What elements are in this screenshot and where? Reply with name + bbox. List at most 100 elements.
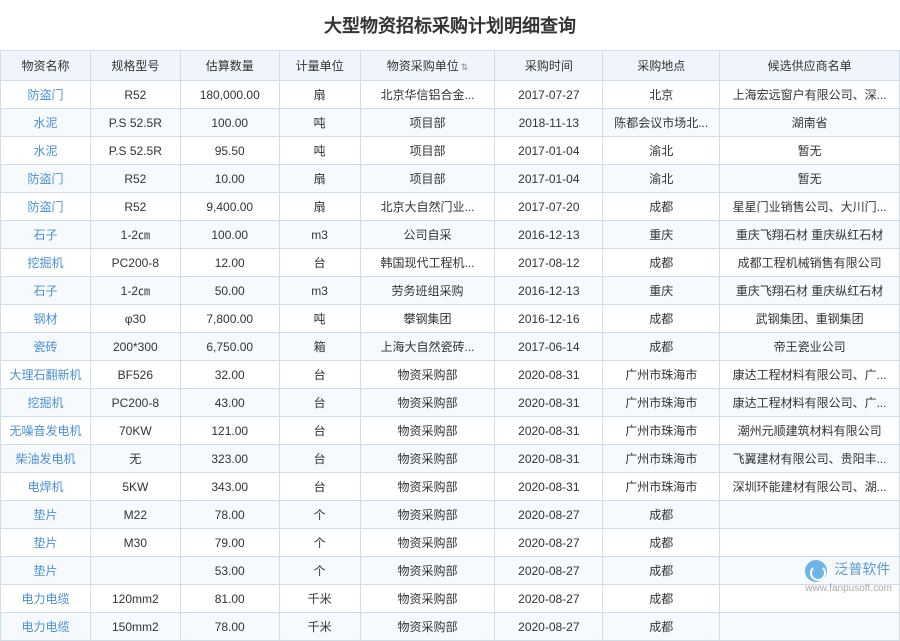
cell: 个 [279, 557, 360, 585]
cell[interactable]: 电力电缆 [1, 585, 91, 613]
cell: 广州市珠海市 [603, 445, 720, 473]
cell[interactable]: 水泥 [1, 109, 91, 137]
cell[interactable]: 柴油发电机 [1, 445, 91, 473]
cell: 2017-08-12 [495, 249, 603, 277]
cell: 120mm2 [90, 585, 180, 613]
table-row[interactable]: 石子1-2㎝50.00m3劳务班组采购2016-12-13重庆重庆飞翔石材 重庆… [1, 277, 900, 305]
col-header-2[interactable]: 估算数量 [180, 51, 279, 81]
cell: R52 [90, 81, 180, 109]
cell: 53.00 [180, 557, 279, 585]
cell: 台 [279, 361, 360, 389]
watermark-logo-icon [805, 560, 827, 582]
cell: 扇 [279, 165, 360, 193]
cell: R52 [90, 165, 180, 193]
cell[interactable]: 石子 [1, 277, 91, 305]
table-row[interactable]: 挖掘机PC200-843.00台物资采购部2020-08-31广州市珠海市康达工… [1, 389, 900, 417]
cell[interactable]: 挖掘机 [1, 249, 91, 277]
table-row[interactable]: 垫片53.00个物资采购部2020-08-27成都 [1, 557, 900, 585]
cell: 100.00 [180, 109, 279, 137]
cell: 公司自采 [360, 221, 495, 249]
cell: 台 [279, 473, 360, 501]
table-row[interactable]: 水泥P.S 52.5R95.50吨项目部2017-01-04渝北暂无 [1, 137, 900, 165]
cell: 10.00 [180, 165, 279, 193]
cell: 2017-01-04 [495, 137, 603, 165]
cell: 2020-08-27 [495, 557, 603, 585]
table-row[interactable]: 柴油发电机无323.00台物资采购部2020-08-31广州市珠海市飞翼建材有限… [1, 445, 900, 473]
table-row[interactable]: 钢材φ307,800.00吨攀钢集团2016-12-16成都武钢集团、重钢集团 [1, 305, 900, 333]
table-row[interactable]: 水泥P.S 52.5R100.00吨项目部2018-11-13陈都会议市场北..… [1, 109, 900, 137]
cell: 5KW [90, 473, 180, 501]
cell: 100.00 [180, 221, 279, 249]
table-row[interactable]: 无噪音发电机70KW121.00台物资采购部2020-08-31广州市珠海市潮州… [1, 417, 900, 445]
cell[interactable]: 瓷砖 [1, 333, 91, 361]
col-header-7[interactable]: 候选供应商名单 [720, 51, 900, 81]
cell[interactable]: 垫片 [1, 501, 91, 529]
cell: 物资采购部 [360, 389, 495, 417]
cell: 星星门业销售公司、大川门... [720, 193, 900, 221]
cell[interactable]: 垫片 [1, 529, 91, 557]
cell: 1-2㎝ [90, 221, 180, 249]
col-header-3[interactable]: 计量单位 [279, 51, 360, 81]
cell: 物资采购部 [360, 501, 495, 529]
cell: 2020-08-27 [495, 529, 603, 557]
cell: 暂无 [720, 137, 900, 165]
table-row[interactable]: 电力电缆150mm278.00千米物资采购部2020-08-27成都 [1, 613, 900, 641]
cell [720, 529, 900, 557]
cell: 广州市珠海市 [603, 417, 720, 445]
cell: 2020-08-27 [495, 585, 603, 613]
cell: 无 [90, 445, 180, 473]
page-title: 大型物资招标采购计划明细查询 [0, 0, 900, 50]
cell[interactable]: 电力电缆 [1, 613, 91, 641]
cell: 暂无 [720, 165, 900, 193]
table-row[interactable]: 垫片M2278.00个物资采购部2020-08-27成都 [1, 501, 900, 529]
cell: 扇 [279, 81, 360, 109]
cell[interactable]: 无噪音发电机 [1, 417, 91, 445]
sort-icon[interactable]: ⇅ [461, 62, 469, 73]
cell[interactable]: 石子 [1, 221, 91, 249]
cell: 成都 [603, 305, 720, 333]
cell: 95.50 [180, 137, 279, 165]
cell[interactable]: 水泥 [1, 137, 91, 165]
cell: 50.00 [180, 277, 279, 305]
cell: 43.00 [180, 389, 279, 417]
cell: 180,000.00 [180, 81, 279, 109]
cell[interactable]: 电焊机 [1, 473, 91, 501]
table-row[interactable]: 防盗门R529,400.00扇北京大自然门业...2017-07-20成都星星门… [1, 193, 900, 221]
cell: 个 [279, 501, 360, 529]
cell: 攀钢集团 [360, 305, 495, 333]
col-header-0[interactable]: 物资名称 [1, 51, 91, 81]
col-header-6[interactable]: 采购地点 [603, 51, 720, 81]
cell: 2017-07-20 [495, 193, 603, 221]
table-row[interactable]: 电力电缆120mm281.00千米物资采购部2020-08-27成都 [1, 585, 900, 613]
table-row[interactable]: 挖掘机PC200-812.00台韩国现代工程机...2017-08-12成都成都… [1, 249, 900, 277]
cell[interactable]: 垫片 [1, 557, 91, 585]
cell: 韩国现代工程机... [360, 249, 495, 277]
col-header-5[interactable]: 采购时间 [495, 51, 603, 81]
cell: 渝北 [603, 165, 720, 193]
table-row[interactable]: 瓷砖200*3006,750.00箱上海大自然瓷砖...2017-06-14成都… [1, 333, 900, 361]
cell[interactable]: 挖掘机 [1, 389, 91, 417]
table-row[interactable]: 石子1-2㎝100.00m3公司自采2016-12-13重庆重庆飞翔石材 重庆纵… [1, 221, 900, 249]
cell: 2016-12-13 [495, 221, 603, 249]
table-row[interactable]: 垫片M3079.00个物资采购部2020-08-27成都 [1, 529, 900, 557]
table-row[interactable]: 防盗门R52180,000.00扇北京华信铝合金...2017-07-27北京上… [1, 81, 900, 109]
cell: 2020-08-31 [495, 417, 603, 445]
cell: 2020-08-31 [495, 361, 603, 389]
table-row[interactable]: 防盗门R5210.00扇项目部2017-01-04渝北暂无 [1, 165, 900, 193]
table-row[interactable]: 大理石翻新机BF52632.00台物资采购部2020-08-31广州市珠海市康达… [1, 361, 900, 389]
col-header-1[interactable]: 规格型号 [90, 51, 180, 81]
cell[interactable]: 防盗门 [1, 81, 91, 109]
cell [720, 613, 900, 641]
cell: 121.00 [180, 417, 279, 445]
table-row[interactable]: 电焊机5KW343.00台物资采购部2020-08-31广州市珠海市深圳环能建材… [1, 473, 900, 501]
cell: 成都 [603, 585, 720, 613]
cell: 吨 [279, 305, 360, 333]
watermark-url: www.fanpusoft.com [805, 583, 892, 594]
cell: 323.00 [180, 445, 279, 473]
cell[interactable]: 大理石翻新机 [1, 361, 91, 389]
cell[interactable]: 钢材 [1, 305, 91, 333]
col-header-4[interactable]: 物资采购单位⇅ [360, 51, 495, 81]
cell[interactable]: 防盗门 [1, 193, 91, 221]
cell: 个 [279, 529, 360, 557]
cell[interactable]: 防盗门 [1, 165, 91, 193]
